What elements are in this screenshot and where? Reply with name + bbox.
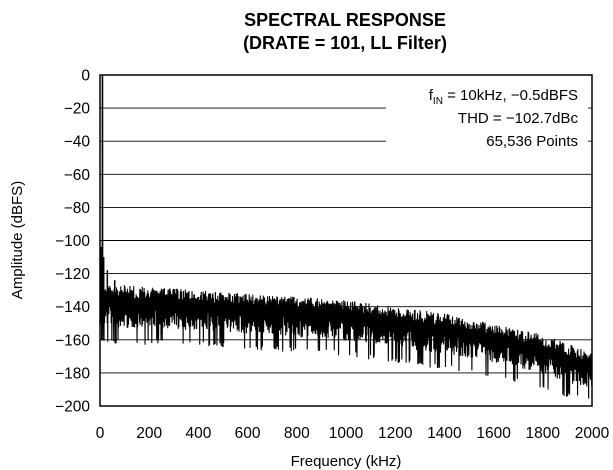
x-tick-label: 1600 — [476, 425, 511, 442]
y-tick-label: −100 — [55, 233, 90, 250]
spectrum-series-path — [99, 75, 593, 399]
x-axis-label: Frequency (kHz) — [291, 453, 402, 470]
x-tick-label: 600 — [235, 425, 261, 442]
x-tick-label: 1200 — [378, 425, 413, 442]
y-tick-label: −200 — [55, 399, 90, 416]
y-tick-label: −60 — [64, 167, 91, 184]
x-tick-labels: 0 200 400 600 800 1000 1200 1400 1600 1800 2000 — [96, 425, 610, 442]
chart-title: SPECTRAL RESPONSE — [244, 10, 446, 30]
y-tick-label: −160 — [55, 332, 90, 349]
chart-subtitle: (DRATE = 101, LL Filter) — [243, 33, 447, 53]
y-tick-label: −120 — [55, 266, 90, 283]
y-tick-label: 0 — [81, 68, 90, 85]
y-axis-label: Amplitude (dBFS) — [9, 181, 26, 299]
x-tick-label: 200 — [136, 425, 162, 442]
x-tick-label: 1400 — [427, 425, 462, 442]
y-tick-label: −20 — [64, 101, 91, 118]
spectrum-trace — [99, 75, 593, 399]
y-tick-label: −140 — [55, 299, 90, 316]
y-tick-label: −80 — [64, 200, 91, 217]
x-tick-label: 1000 — [329, 425, 364, 442]
annotation-background — [386, 79, 588, 151]
y-tick-labels: 0 −20 −40 −60 −80 −100 −120 −140 −160 −180 −200 — [55, 68, 90, 416]
plot-frame — [99, 74, 593, 407]
annotation-fin: fIN = 10kHz, −0.5dBFS — [429, 87, 578, 107]
annotation-thd: THD = −102.7dBc — [458, 110, 579, 127]
y-tick-label: −180 — [55, 365, 90, 382]
y-tick-label: −40 — [64, 134, 91, 151]
annotation-points: 65,536 Points — [486, 133, 578, 150]
x-tick-label: 0 — [96, 425, 105, 442]
x-tick-label: 400 — [185, 425, 211, 442]
x-tick-label: 1800 — [526, 425, 561, 442]
x-tick-label: 800 — [284, 425, 310, 442]
x-tick-label: 2000 — [575, 425, 610, 442]
